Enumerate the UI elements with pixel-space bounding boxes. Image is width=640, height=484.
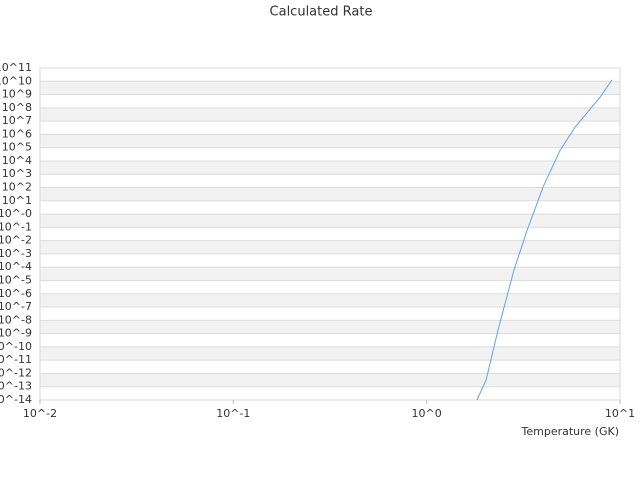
y-tick-label: 10^-0: [0, 207, 32, 220]
grid-band: [40, 81, 620, 95]
y-tick-label: 10^8: [2, 101, 32, 114]
y-tick-label: 10^-11: [0, 353, 32, 366]
y-tick-label: 10^-12: [0, 366, 32, 379]
y-tick-label: 10^-10: [0, 340, 32, 353]
y-tick-label: 10^-2: [0, 234, 32, 247]
y-tick-label: 10^6: [2, 127, 32, 140]
x-axis-label: Temperature (GK): [521, 425, 620, 438]
y-tick-label: 10^-4: [0, 260, 32, 273]
grid-band: [40, 320, 620, 334]
x-tick-label: 10^1: [605, 407, 635, 420]
grid-band: [40, 187, 620, 201]
y-tick-label: 10^2: [2, 181, 32, 194]
grid-band: [40, 160, 620, 175]
y-tick-label: 10^-14: [0, 393, 32, 406]
data-line: [476, 79, 613, 401]
x-tick-label: 10^-1: [216, 407, 250, 420]
grid-band: [40, 267, 620, 281]
y-tick-label: 10^-3: [0, 247, 32, 260]
plot-frame: [39, 67, 621, 401]
y-tick-label: 10^9: [2, 88, 32, 101]
y-tick-label: 10^3: [2, 167, 32, 180]
chart-title: Calculated Rate: [270, 5, 373, 20]
y-tick-label: 10^-8: [0, 313, 32, 326]
y-tick-label: 10^-9: [0, 327, 32, 340]
y-tick-label: 10^7: [2, 114, 32, 127]
grid-band: [40, 134, 620, 148]
y-tick-label: 10^-6: [0, 287, 32, 300]
grid-band: [40, 214, 620, 228]
grid-band: [40, 240, 620, 254]
x-tick-label: 10^-2: [23, 407, 57, 420]
y-tick-label: 10^11: [0, 61, 32, 74]
y-tick-label: 10^-1: [0, 220, 32, 233]
y-tick-label: 10^4: [2, 154, 32, 167]
grid-band: [40, 107, 620, 122]
grid-band: [40, 293, 620, 308]
grid-band: [40, 346, 620, 361]
y-tick-label: 10^-13: [0, 380, 32, 393]
y-tick-label: 10^-7: [0, 300, 32, 313]
y-tick-label: 10^10: [0, 74, 32, 87]
y-tick-label: 10^1: [2, 194, 32, 207]
y-tick-label: 10^5: [2, 141, 32, 154]
grid-band: [40, 373, 620, 387]
y-tick-label: 10^-5: [0, 273, 32, 286]
x-tick-label: 10^0: [412, 407, 442, 420]
